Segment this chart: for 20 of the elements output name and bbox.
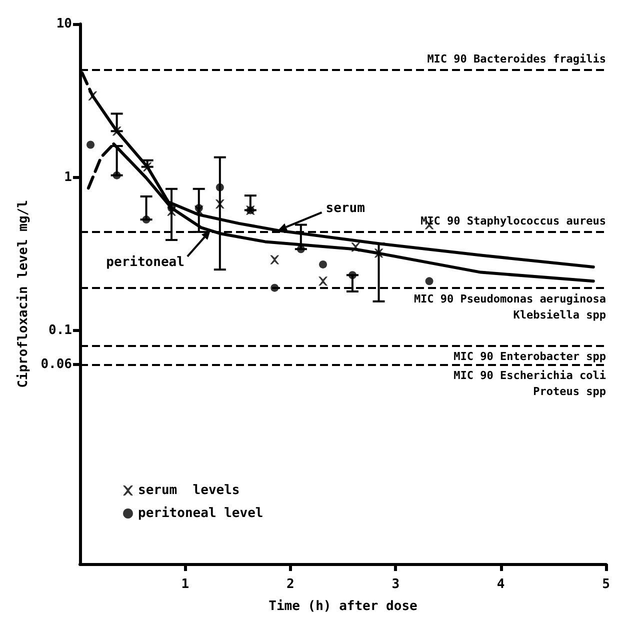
annotation: peritoneal [106, 254, 184, 270]
ref-line-label: MIC 90 Enterobacter spp [454, 350, 606, 363]
x-tick-label: 5 [602, 577, 610, 592]
x-tick-label: 1 [181, 577, 190, 592]
y-tick-label: 1 [64, 170, 72, 185]
x-axis-title: Time (h) after dose [268, 599, 418, 614]
y-axis-title: Ciprofloxacin level mg/l [16, 200, 31, 388]
ref-line-label: MIC 90 Escherichia coli Proteus spp [454, 369, 606, 398]
y-tick-label: 10 [56, 16, 72, 32]
x-tick-label: 3 [392, 577, 400, 592]
ref-line-label: MIC 90 Bacteroides fragilis [427, 52, 606, 66]
x-tick-label: 4 [496, 577, 505, 592]
ref-line-label: MIC 90 Staphylococcus aureus [420, 214, 606, 228]
legend-label: serum levels [138, 483, 240, 498]
legend-label: peritoneal level [138, 506, 264, 521]
annotation: serum [326, 200, 366, 216]
ref-line-label: MIC 90 Pseudomonas aeruginosa Klebsiella spp [414, 292, 606, 322]
x-tick-label: 2 [286, 577, 294, 592]
y-tick-label: 0.06 [40, 357, 72, 372]
y-tick-label: 0.1 [48, 323, 72, 338]
